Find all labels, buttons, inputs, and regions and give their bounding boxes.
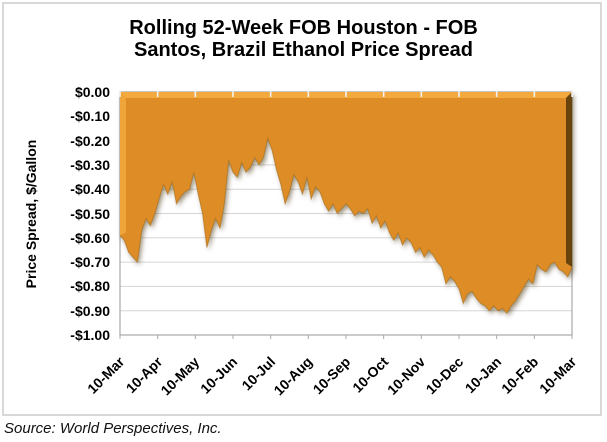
- y-tick-label: -$0.30: [70, 156, 110, 173]
- y-tick-label: $0.00: [74, 84, 110, 100]
- y-tick-label: -$0.10: [70, 108, 110, 125]
- area-series: [120, 92, 572, 314]
- y-tick-label: -$1.00: [70, 327, 110, 343]
- y-tick-label: -$0.70: [70, 254, 110, 271]
- source-attribution: Source: World Perspectives, Inc.: [4, 420, 222, 437]
- chart-title-line-1: Rolling 52-Week FOB Houston - FOB: [129, 17, 478, 39]
- y-tick-label: -$0.40: [70, 181, 110, 198]
- y-tick-label: -$0.50: [70, 205, 110, 222]
- chart-title-line-2: Santos, Brazil Ethanol Price Spread: [134, 39, 473, 61]
- bevel-right: [566, 92, 572, 267]
- y-tick-label: -$0.20: [70, 132, 110, 149]
- y-tick-label: -$0.80: [70, 278, 110, 295]
- bevel-left: [120, 92, 126, 236]
- series-edge: [119, 136, 573, 314]
- y-tick-label: -$0.60: [70, 229, 110, 246]
- y-tick-label: -$0.90: [70, 302, 110, 319]
